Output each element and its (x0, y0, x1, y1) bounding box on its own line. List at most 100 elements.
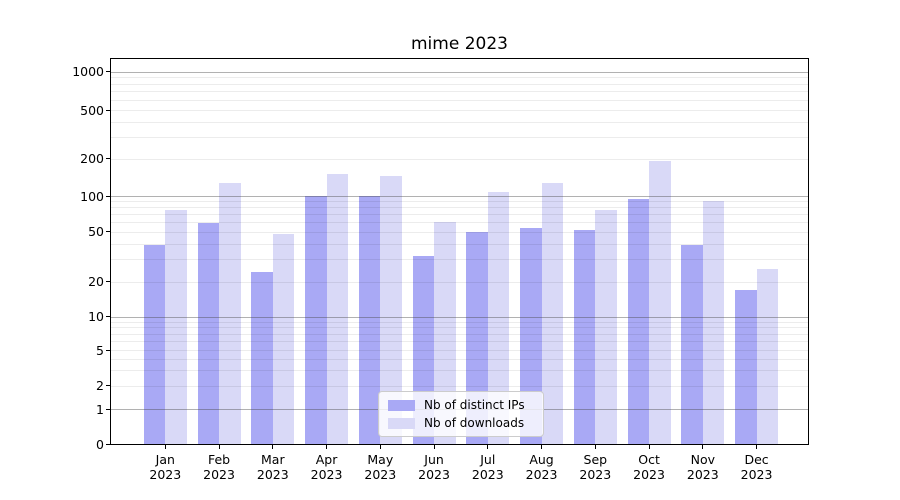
bar-nb-of-distinct-ips-feb-2023 (197, 223, 220, 445)
bar-nb-of-downloads-feb-2023 (219, 183, 241, 445)
y-tick-label: 1 (96, 401, 104, 417)
x-tick-label: Apr 2023 (310, 452, 343, 482)
legend: Nb of distinct IPs Nb of downloads (378, 391, 544, 437)
x-tick-mark (433, 445, 435, 449)
bar-nb-of-distinct-ips-mar-2023 (251, 271, 273, 445)
legend-swatch (388, 399, 415, 411)
y-tick-label: 5 (96, 342, 104, 358)
y-tick-mark (106, 281, 110, 282)
y-tick-mark (106, 158, 110, 159)
bar-nb-of-distinct-ips-nov-2023 (681, 245, 703, 445)
minor-gridline (111, 83, 808, 85)
bar-nb-of-downloads-may-2023 (380, 175, 402, 445)
x-tick-label: Feb 2023 (203, 452, 235, 482)
y-tick-label: 200 (80, 151, 104, 166)
minor-gridline (111, 207, 808, 209)
minor-gridline (111, 222, 808, 224)
bar-nb-of-downloads-jun-2023 (434, 222, 456, 445)
legend-item-nb-of-distinct-ips: Nb of distinct IPs (388, 398, 534, 412)
x-tick-label: Nov 2023 (686, 452, 719, 482)
bar-nb-of-distinct-ips-may-2023 (358, 196, 381, 445)
y-tick-mark (106, 444, 110, 445)
x-tick-label: Oct 2023 (633, 452, 665, 482)
y-tick-label: 50 (88, 224, 104, 239)
x-tick-mark (648, 445, 650, 449)
bar-nb-of-downloads-nov-2023 (702, 200, 725, 445)
x-tick-mark (218, 445, 220, 449)
major-gridline (111, 196, 808, 197)
x-tick-label: May 2023 (364, 452, 397, 482)
x-tick-mark (487, 445, 489, 449)
y-tick-mark (106, 385, 110, 386)
x-tick-mark (272, 445, 274, 449)
bar-nb-of-downloads-jan-2023 (165, 210, 187, 445)
minor-gridline (111, 243, 808, 245)
minor-gridline (111, 369, 808, 371)
bar-nb-of-distinct-ips-jan-2023 (143, 245, 166, 445)
x-tick-label: Jun 2023 (418, 452, 450, 482)
y-tick-mark (106, 71, 110, 72)
bar-nb-of-downloads-sep-2023 (595, 210, 617, 445)
x-tick-mark (541, 445, 543, 449)
y-tick-label: 20 (88, 274, 104, 289)
minor-gridline (111, 321, 808, 323)
x-tick-mark (326, 445, 328, 449)
minor-gridline (111, 214, 808, 216)
minor-gridline (111, 358, 808, 360)
x-tick-mark (379, 445, 381, 449)
bar-nb-of-downloads-dec-2023 (756, 269, 779, 445)
legend-label: Nb of distinct IPs (424, 398, 525, 412)
minor-gridline (111, 333, 808, 335)
y-tick-mark (106, 349, 110, 351)
minor-gridline (111, 259, 808, 261)
x-tick-label: Sep 2023 (579, 452, 612, 482)
bar-nb-of-distinct-ips-oct-2023 (627, 199, 650, 445)
minor-gridline (111, 77, 808, 79)
legend-label: Nb of downloads (424, 416, 525, 430)
bar-nb-of-downloads-mar-2023 (272, 233, 295, 445)
x-tick-label: Dec 2023 (740, 452, 773, 482)
legend-item-nb-of-downloads: Nb of downloads (388, 416, 534, 430)
y-tick-label: 0 (96, 437, 104, 452)
minor-gridline (111, 110, 808, 111)
y-tick-label: 10 (88, 309, 104, 324)
minor-gridline (111, 91, 808, 93)
x-tick-mark (594, 445, 596, 449)
bar-nb-of-distinct-ips-dec-2023 (735, 289, 757, 445)
y-tick-mark (106, 231, 110, 232)
x-tick-label: Aug 2023 (525, 452, 558, 482)
y-tick-label: 500 (80, 102, 104, 118)
bar-nb-of-distinct-ips-aug-2023 (520, 227, 542, 445)
minor-gridline (111, 201, 808, 203)
minor-gridline (111, 158, 808, 160)
minor-gridline (111, 121, 808, 123)
y-tick-mark (106, 316, 110, 317)
y-tick-label: 100 (80, 188, 104, 204)
x-tick-label: Jan 2023 (149, 452, 182, 482)
minor-gridline (111, 385, 808, 387)
bar-nb-of-distinct-ips-apr-2023 (305, 196, 327, 445)
major-gridline (111, 316, 808, 318)
legend-swatch (388, 417, 415, 429)
y-tick-label: 1000 (72, 64, 104, 79)
chart-title: mime 2023 (411, 34, 508, 54)
minor-gridline (111, 350, 808, 351)
y-tick-mark (106, 109, 110, 111)
minor-gridline (111, 341, 808, 343)
minor-gridline (111, 99, 808, 101)
y-tick-label: 2 (96, 378, 104, 393)
x-tick-label: Mar 2023 (256, 452, 289, 482)
y-tick-mark (106, 408, 110, 410)
bar-nb-of-distinct-ips-sep-2023 (573, 230, 596, 445)
minor-gridline (111, 327, 808, 329)
x-tick-mark (164, 445, 166, 449)
bar-nb-of-downloads-aug-2023 (541, 182, 564, 445)
y-tick-mark (106, 195, 110, 197)
minor-gridline (111, 137, 808, 139)
minor-gridline (111, 281, 808, 283)
x-tick-label: Jul 2023 (471, 452, 504, 482)
x-tick-mark (756, 445, 758, 449)
minor-gridline (111, 231, 808, 233)
x-tick-mark (702, 445, 704, 449)
